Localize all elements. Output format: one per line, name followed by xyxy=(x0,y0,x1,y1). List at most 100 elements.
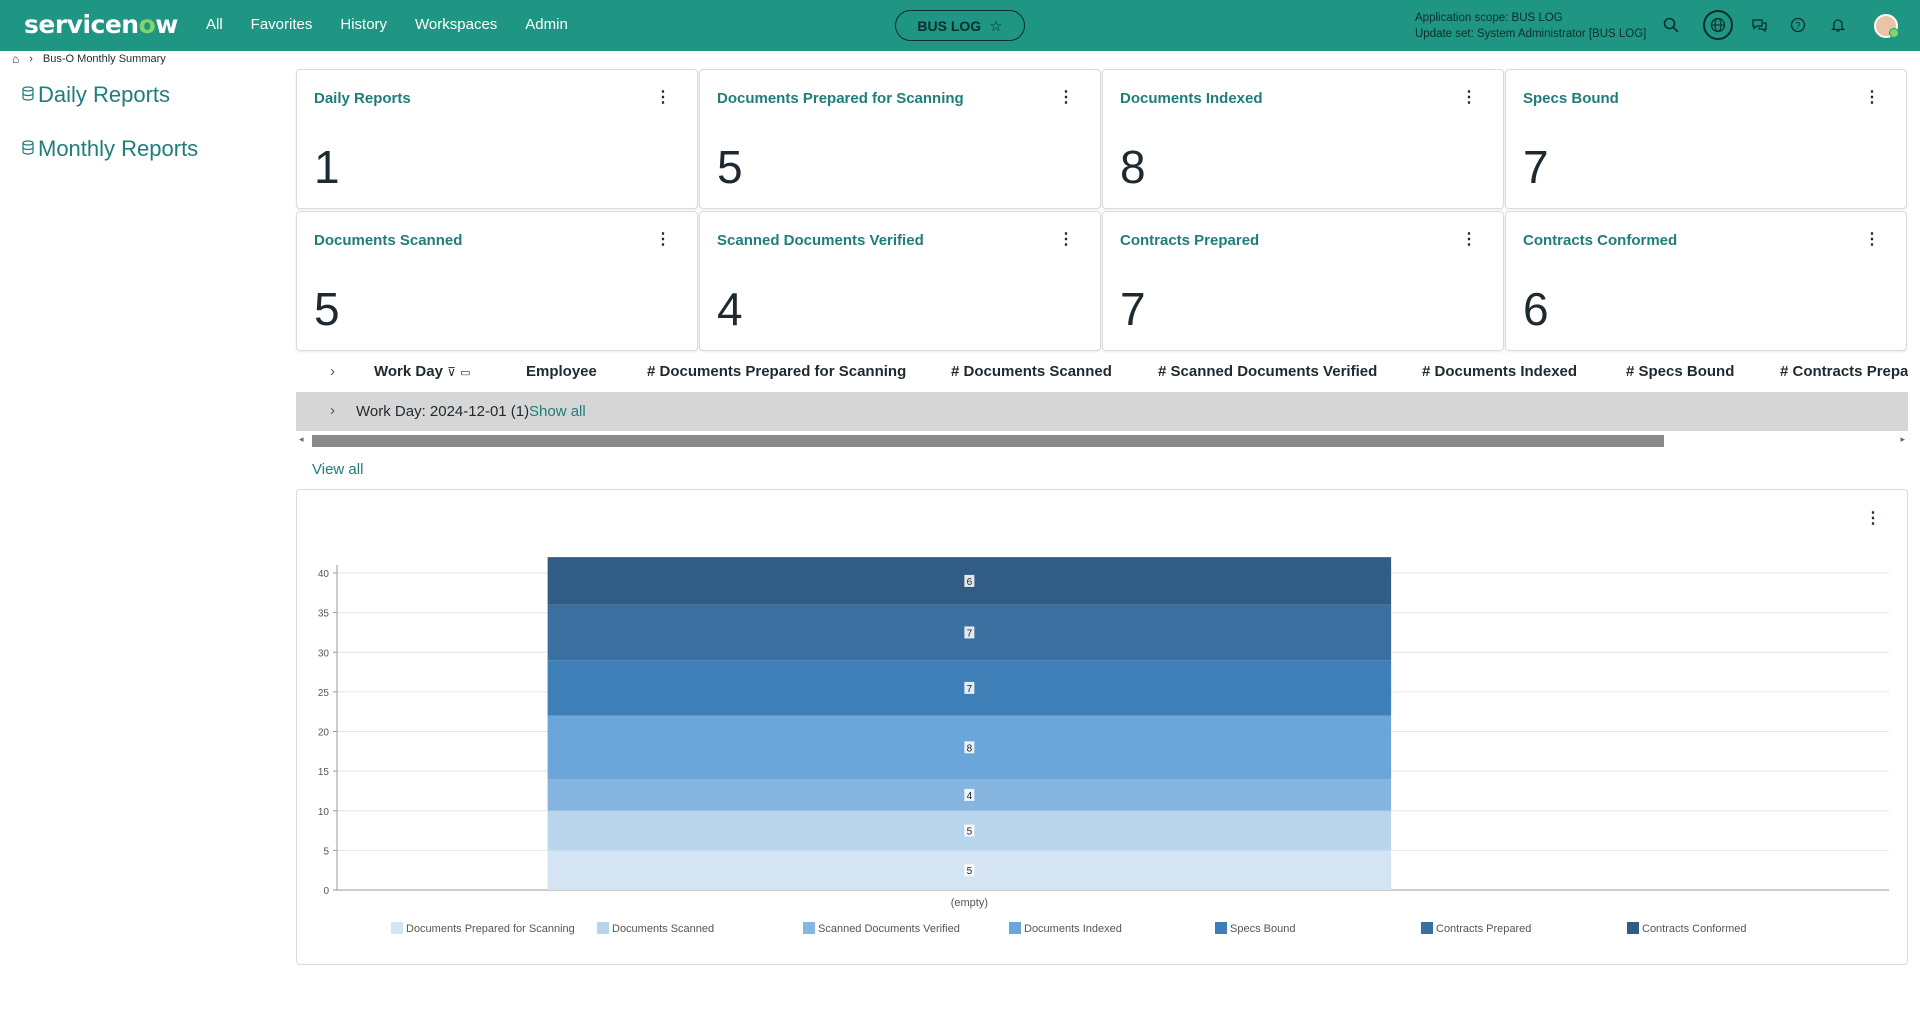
column-header-specs-bound[interactable]: # Specs Bound xyxy=(1626,363,1735,380)
legend-swatch xyxy=(391,922,403,934)
scope-info[interactable]: Application scope: BUS LOG Update set: S… xyxy=(1415,10,1646,42)
globe-icon[interactable] xyxy=(1703,10,1733,40)
tile-value: 1 xyxy=(314,141,340,193)
column-header-documents-scanned[interactable]: # Documents Scanned xyxy=(951,363,1112,380)
y-tick-label: 5 xyxy=(323,846,329,857)
tile-title: Specs Bound xyxy=(1523,90,1619,107)
scroll-left-icon[interactable]: ◂ xyxy=(299,434,304,444)
data-label: 5 xyxy=(967,827,973,838)
search-icon[interactable] xyxy=(1659,13,1683,37)
nav-link-all[interactable]: All xyxy=(206,16,223,33)
nav-link-admin[interactable]: Admin xyxy=(525,16,568,33)
show-all-link[interactable]: Show all xyxy=(529,403,586,420)
y-tick-label: 25 xyxy=(318,688,330,699)
y-tick-label: 30 xyxy=(318,648,330,659)
data-label-bg xyxy=(964,788,975,801)
column-header-documents-prepared[interactable]: # Documents Prepared for Scanning xyxy=(647,363,907,380)
tile-value: 6 xyxy=(1523,283,1549,335)
column-header-employee[interactable]: Employee xyxy=(526,363,597,380)
expand-chevron-icon[interactable]: › xyxy=(330,402,335,419)
legend-swatch xyxy=(1421,922,1433,934)
data-label: 5 xyxy=(967,866,973,877)
column-header-documents-indexed[interactable]: # Documents Indexed xyxy=(1422,363,1578,380)
home-icon[interactable]: ⌂ xyxy=(12,52,20,66)
more-vertical-icon[interactable]: ⋮ xyxy=(1864,231,1880,248)
y-tick-label: 35 xyxy=(318,609,330,620)
breadcrumb-page[interactable]: Bus-O Monthly Summary xyxy=(42,53,166,65)
tile-contracts-prepared[interactable]: Contracts Prepared ⋮ 7 xyxy=(1102,211,1504,351)
more-vertical-icon[interactable]: ⋮ xyxy=(1864,89,1880,106)
more-vertical-icon[interactable]: ⋮ xyxy=(1461,89,1477,106)
avatar[interactable] xyxy=(1874,14,1899,38)
tile-value: 4 xyxy=(717,283,743,335)
legend-swatch xyxy=(1215,922,1227,934)
chevron-right-icon: › xyxy=(29,53,33,65)
tile-value: 5 xyxy=(717,141,743,193)
bell-icon[interactable] xyxy=(1826,13,1850,37)
tile-specs-bound[interactable]: Specs Bound ⋮ 7 xyxy=(1505,69,1907,209)
tile-daily-reports[interactable]: Daily Reports ⋮ 1 xyxy=(296,69,698,209)
more-vertical-icon[interactable]: ⋮ xyxy=(1865,510,1881,527)
legend-label: Documents Indexed xyxy=(1024,923,1122,935)
data-label: 7 xyxy=(967,684,973,695)
more-vertical-icon[interactable]: ⋮ xyxy=(655,231,671,248)
svg-text:?: ? xyxy=(1795,21,1800,31)
nav-link-favorites[interactable]: Favorites xyxy=(250,16,313,33)
tile-title: Documents Scanned xyxy=(314,232,463,249)
tile-title: Documents Indexed xyxy=(1120,90,1263,107)
tile-title: Contracts Prepared xyxy=(1120,232,1260,249)
nav-link-history[interactable]: History xyxy=(340,16,388,33)
update-set: Update set: System Administrator [BUS LO… xyxy=(1415,28,1647,40)
tile-scanned-documents-verified[interactable]: Scanned Documents Verified ⋮ 4 xyxy=(699,211,1101,351)
tile-title: Contracts Conformed xyxy=(1523,232,1678,249)
tile-documents-scanned[interactable]: Documents Scanned ⋮ 5 xyxy=(296,211,698,351)
group-row[interactable]: › Work Day: 2024-12-01 (1) Show all xyxy=(296,392,1908,431)
servicenow-logo[interactable]: servicenow xyxy=(24,10,178,39)
tile-documents-indexed[interactable]: Documents Indexed ⋮ 8 xyxy=(1102,69,1504,209)
legend-swatch xyxy=(597,922,609,934)
data-label: 8 xyxy=(967,743,973,754)
sidebar-item-daily-reports[interactable]: Daily Reports xyxy=(22,82,170,108)
data-label-bg xyxy=(964,574,975,587)
x-tick-label: (empty) xyxy=(951,897,988,909)
chat-icon[interactable] xyxy=(1747,13,1771,37)
column-header-work-day[interactable]: Work Day ⊽ ▭ xyxy=(374,363,471,380)
legend-label: Scanned Documents Verified xyxy=(818,923,960,935)
app-pill[interactable]: BUS LOG ☆ xyxy=(895,10,1025,41)
nav-link-workspaces[interactable]: Workspaces xyxy=(415,16,498,33)
column-header-contracts-prepared[interactable]: # Contracts Prepar xyxy=(1780,363,1908,380)
legend-label: Contracts Conformed xyxy=(1642,923,1747,935)
y-tick-label: 0 xyxy=(323,886,329,897)
filter-icon: ⊽ xyxy=(447,365,456,379)
tile-documents-prepared[interactable]: Documents Prepared for Scanning ⋮ 5 xyxy=(699,69,1101,209)
tile-title: Scanned Documents Verified xyxy=(717,232,924,249)
column-header-scanned-documents-verified[interactable]: # Scanned Documents Verified xyxy=(1158,363,1378,380)
tile-value: 7 xyxy=(1120,283,1146,335)
scrollbar-thumb[interactable] xyxy=(312,435,1664,447)
more-vertical-icon[interactable]: ⋮ xyxy=(1058,231,1074,248)
database-icon xyxy=(22,86,34,104)
more-vertical-icon[interactable]: ⋮ xyxy=(1461,231,1477,248)
expand-chevron-icon[interactable]: › xyxy=(330,363,335,380)
more-vertical-icon[interactable]: ⋮ xyxy=(655,89,671,106)
sidebar-item-label: Daily Reports xyxy=(38,82,171,107)
database-icon xyxy=(22,140,34,158)
view-all-link[interactable]: View all xyxy=(312,461,364,478)
data-label: 4 xyxy=(967,791,973,802)
tile-contracts-conformed[interactable]: Contracts Conformed ⋮ 6 xyxy=(1505,211,1907,351)
application-scope: Application scope: BUS LOG xyxy=(1415,12,1563,24)
sidebar-item-monthly-reports[interactable]: Monthly Reports xyxy=(22,136,198,162)
legend-swatch xyxy=(803,922,815,934)
legend-label: Contracts Prepared xyxy=(1436,923,1531,935)
data-label-bg xyxy=(964,681,975,694)
horizontal-scrollbar[interactable]: ◂ ▸ xyxy=(296,433,1908,449)
star-icon[interactable]: ☆ xyxy=(989,17,1003,35)
help-icon[interactable]: ? xyxy=(1786,13,1810,37)
top-nav: servicenow All Favorites History Workspa… xyxy=(0,0,1920,51)
app-pill-label: BUS LOG xyxy=(917,17,982,34)
legend-label: Documents Scanned xyxy=(612,923,714,935)
scroll-right-icon[interactable]: ▸ xyxy=(1900,434,1905,444)
y-tick-label: 10 xyxy=(318,807,330,818)
more-vertical-icon[interactable]: ⋮ xyxy=(1058,89,1074,106)
data-label-bg xyxy=(964,626,975,639)
